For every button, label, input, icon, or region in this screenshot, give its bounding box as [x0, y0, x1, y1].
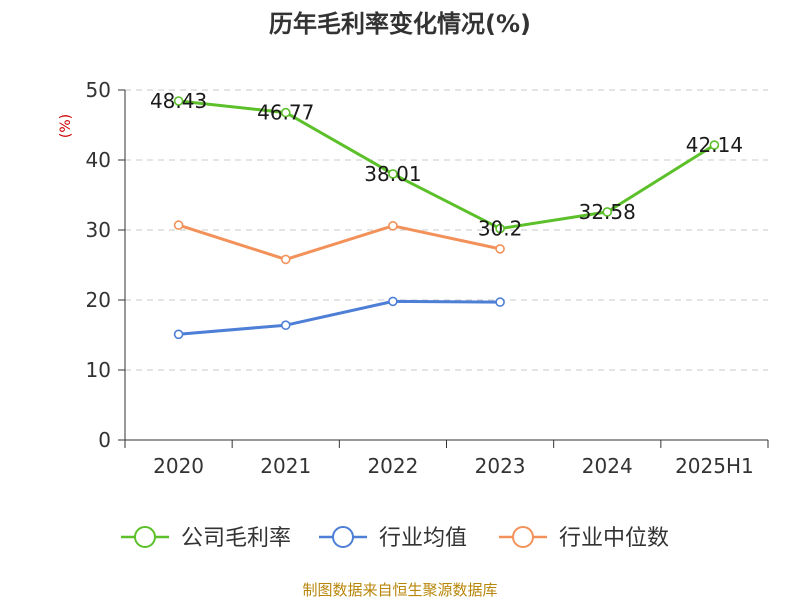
data-point[interactable]: [388, 169, 398, 179]
series-group: [173, 96, 720, 340]
legend-label: 行业中位数: [559, 526, 669, 551]
y-tick-label: 50: [86, 78, 111, 102]
data-label: 30.2: [478, 217, 523, 241]
legend-item-1[interactable]: 行业均值: [319, 526, 467, 551]
y-tick-label: 10: [86, 358, 111, 382]
legend-marker: [134, 526, 156, 548]
legend-label: 行业均值: [379, 526, 467, 551]
legend-item-2[interactable]: 行业中位数: [499, 526, 669, 551]
x-tick-label: 2022: [367, 454, 418, 478]
series-line-2: [178, 223, 501, 261]
grid: [125, 89, 768, 371]
x-tick-label: 2024: [582, 454, 633, 478]
data-point[interactable]: [173, 220, 184, 230]
data-label: 46.77: [257, 101, 314, 125]
legend-marker: [512, 526, 534, 548]
data-label: 42.14: [686, 133, 743, 157]
legend-item-0[interactable]: 公司毛利率: [121, 526, 291, 551]
data-label: 32.58: [579, 200, 636, 224]
y-tick-label: 30: [86, 218, 111, 242]
data-point[interactable]: [495, 223, 505, 234]
legend-label: 公司毛利率: [181, 526, 291, 551]
data-point[interactable]: [173, 329, 184, 340]
y-axis-label: (%): [58, 114, 74, 138]
x-tick-label: 2021: [260, 454, 311, 478]
legend[interactable]: 公司毛利率 行业均值 行业中位数: [121, 526, 669, 551]
data-point[interactable]: [280, 107, 291, 118]
data-point[interactable]: [709, 140, 720, 150]
data-point[interactable]: [495, 244, 505, 254]
x-tick-label: 2020: [153, 454, 204, 478]
data-point[interactable]: [280, 320, 291, 331]
data-point[interactable]: [173, 96, 184, 106]
x-tick-label: 2025H1: [675, 454, 754, 478]
y-tick-label: 20: [86, 288, 111, 312]
series-line-0: [178, 99, 716, 231]
source-note: 制图数据来自恒生聚源数据库: [302, 581, 497, 599]
chart-title: 历年毛利率变化情况(%): [269, 10, 531, 38]
data-label: 48.43: [150, 89, 207, 113]
data-point[interactable]: [602, 207, 613, 217]
data-labels: 48.43 46.77 38.01 30.2 32.58 42.14: [150, 89, 743, 241]
data-point[interactable]: [388, 296, 398, 307]
data-label: 38.01: [364, 162, 421, 186]
axes: 0 10 20 30 40 50 2020 2021 2022 2023 2024 2025H1: [86, 78, 769, 478]
y-tick-label: 0: [98, 428, 111, 452]
series-line-1: [178, 299, 501, 336]
legend-marker: [332, 526, 354, 548]
y-tick-label: 40: [86, 148, 111, 172]
data-point[interactable]: [388, 221, 398, 231]
x-tick-label: 2023: [475, 454, 526, 478]
data-point[interactable]: [495, 297, 505, 307]
data-point[interactable]: [280, 254, 291, 265]
